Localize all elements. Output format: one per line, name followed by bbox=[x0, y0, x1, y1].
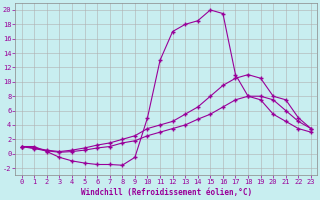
X-axis label: Windchill (Refroidissement éolien,°C): Windchill (Refroidissement éolien,°C) bbox=[81, 188, 252, 197]
